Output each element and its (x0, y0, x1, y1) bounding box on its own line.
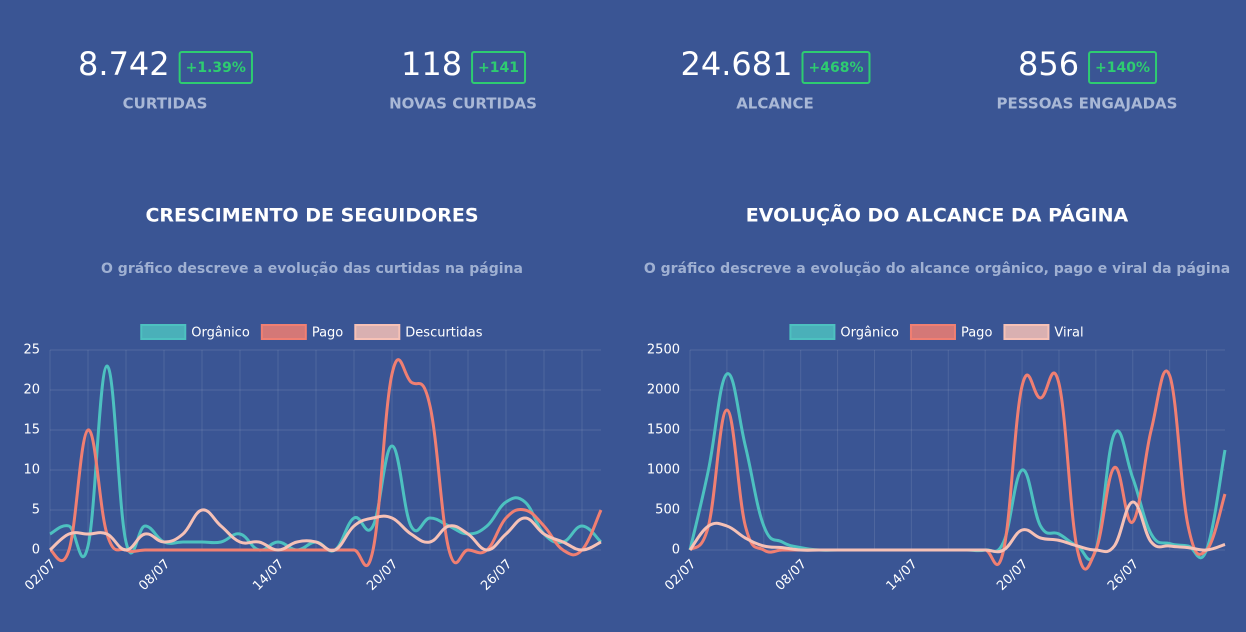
kpi-label: NOVAS CURTIDAS (389, 95, 537, 113)
y-tick-label: 5 (32, 503, 40, 518)
kpi-badge (471, 51, 527, 84)
legend-label: Pago (961, 326, 992, 341)
y-tick-label: 15 (23, 423, 40, 438)
legend-swatch (140, 324, 187, 340)
chart-subtitle: O gráfico descreve a evolução do alcance… (644, 261, 1230, 277)
chart-subtitle: O gráfico descreve a evolução das curtid… (101, 261, 523, 277)
y-tick-label: 10 (23, 463, 40, 478)
y-tick-label: 0 (672, 543, 680, 558)
series-line (49, 364, 603, 558)
legend-swatch (354, 324, 401, 340)
chart-title: CRESCIMENTO DE SEGUIDORES (145, 205, 478, 227)
kpi-badge (178, 51, 253, 84)
kpi-change: +468% (808, 60, 863, 76)
x-tick-label: 26/07 (1105, 557, 1142, 594)
series-line (48, 508, 602, 553)
legend-label: Viral (1054, 326, 1083, 341)
legend: Orgânico Pago Descurtidas (140, 324, 483, 341)
y-tick-label: 1000 (647, 463, 680, 478)
legend-label: Orgânico (840, 326, 899, 341)
kpi-change: +141 (478, 60, 519, 76)
x-tick-label: 02/07 (22, 557, 59, 594)
kpi-value: 8.742 (78, 45, 170, 83)
x-tick-label: 26/07 (478, 557, 515, 594)
kpi-value: 118 (401, 45, 462, 83)
legend-swatch (789, 324, 836, 340)
legend-swatch (1003, 324, 1050, 340)
kpi-badge (1088, 51, 1158, 84)
y-tick-label: 2000 (647, 383, 680, 398)
series-line (49, 358, 603, 568)
y-tick-label: 500 (655, 503, 680, 518)
y-tick-label: 25 (23, 343, 40, 358)
y-tick-label: 0 (32, 543, 40, 558)
y-tick-label: 1500 (647, 423, 680, 438)
x-tick-label: 14/07 (884, 557, 921, 594)
x-tick-label: 08/07 (136, 557, 173, 594)
kpi-value: 24.681 (681, 45, 793, 83)
chart-title: EVOLUÇÃO DO ALCANCE DA PÁGINA (746, 203, 1129, 227)
legend-swatch (909, 324, 956, 340)
kpi-change: +140% (1095, 60, 1150, 76)
kpi-label: ALCANCE (736, 95, 814, 113)
kpi-value: 856 (1018, 45, 1079, 83)
legend-swatch (260, 324, 307, 340)
x-tick-label: 14/07 (250, 557, 287, 594)
series-line (688, 500, 1226, 554)
kpi-change: +1.39% (186, 60, 246, 76)
legend-label: Descurtidas (405, 326, 482, 341)
x-tick-label: 08/07 (773, 557, 810, 594)
legend: Orgânico Pago Viral (789, 324, 1084, 341)
y-tick-label: 2500 (647, 343, 680, 358)
y-tick-label: 20 (23, 383, 40, 398)
legend-label: Pago (312, 326, 343, 341)
kpi-label: CURTIDAS (123, 95, 208, 113)
kpi-label: PESSOAS ENGAJADAS (997, 95, 1178, 113)
x-tick-label: 02/07 (662, 557, 699, 594)
kpi-badge (801, 51, 871, 84)
legend-label: Orgânico (191, 326, 250, 341)
